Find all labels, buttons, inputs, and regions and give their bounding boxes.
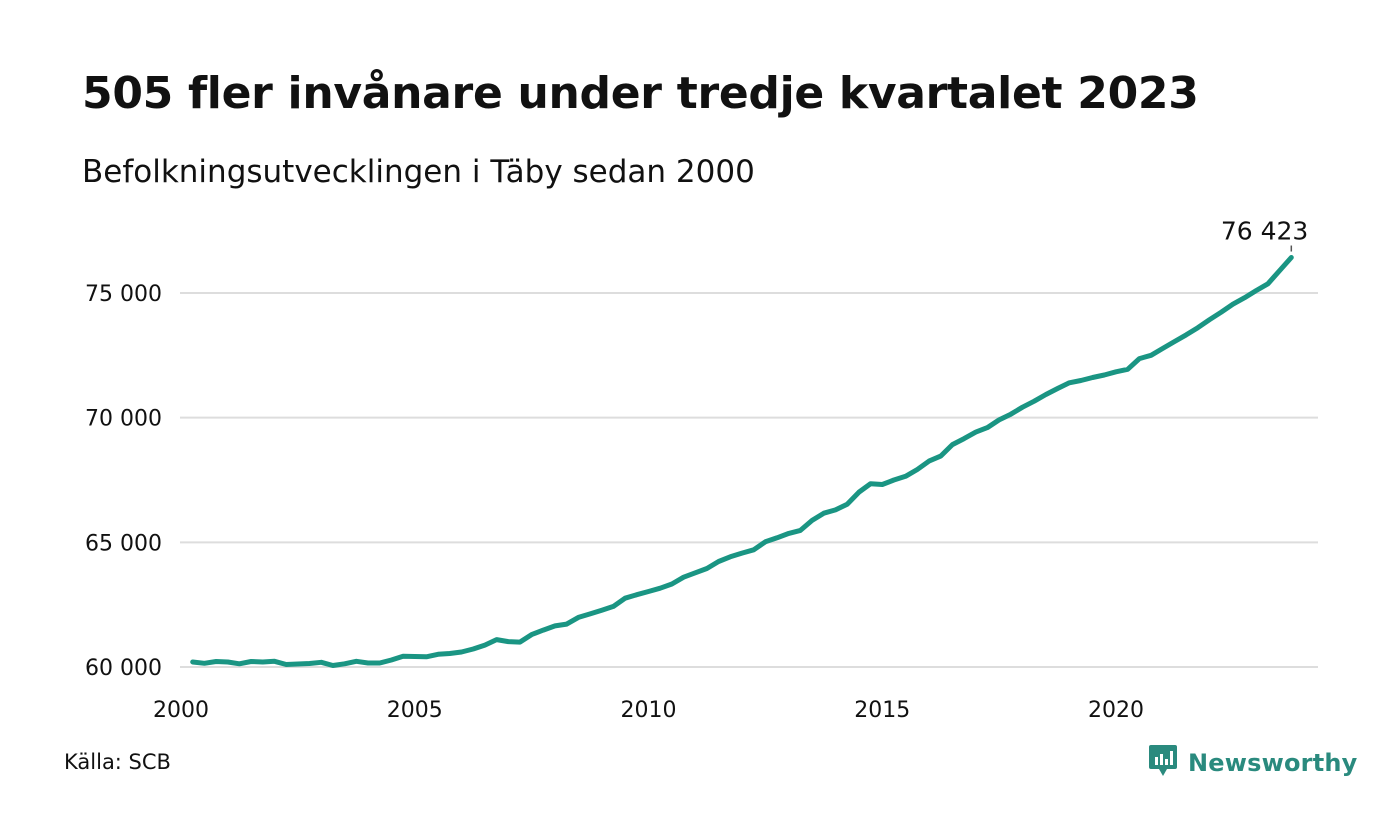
gridlines xyxy=(180,292,1318,668)
series-line xyxy=(190,255,1294,668)
newsworthy-logo-icon xyxy=(1148,744,1178,782)
x-tick-label: 2010 xyxy=(621,698,677,723)
chart-title: 505 fler invånare under tredje kvartalet… xyxy=(82,68,1199,119)
y-axis-tick-labels: 60 000 65 000 70 000 75 000 xyxy=(85,282,162,681)
x-axis-tick-labels: 2000 2005 2010 2015 2020 xyxy=(153,698,1144,723)
x-tick-label: 2005 xyxy=(387,698,443,723)
y-tick-label: 70 000 xyxy=(85,407,162,432)
series-layer xyxy=(190,255,1294,668)
annotation-layer: 76 423 xyxy=(1221,217,1308,252)
x-tick-label: 2020 xyxy=(1088,698,1144,723)
chart-subtitle: Befolkningsutvecklingen i Täby sedan 200… xyxy=(82,154,755,190)
annotation-label: 76 423 xyxy=(1221,217,1308,246)
y-tick-label: 65 000 xyxy=(85,531,162,556)
y-tick-label: 60 000 xyxy=(85,656,162,681)
source-note: Källa: SCB xyxy=(64,750,171,774)
brand-logo[interactable]: Newsworthy xyxy=(1148,744,1358,782)
brand-name: Newsworthy xyxy=(1188,749,1358,777)
y-tick-label: 75 000 xyxy=(85,282,162,307)
x-tick-label: 2000 xyxy=(153,698,209,723)
x-tick-label: 2015 xyxy=(854,698,910,723)
